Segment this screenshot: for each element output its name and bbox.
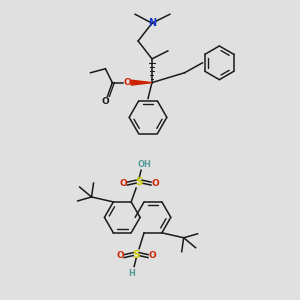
Text: O: O xyxy=(119,178,127,188)
Text: O: O xyxy=(101,97,109,106)
Text: OH: OH xyxy=(138,160,152,169)
Text: O: O xyxy=(123,78,131,87)
Text: H: H xyxy=(129,269,136,278)
Text: O: O xyxy=(151,178,159,188)
Polygon shape xyxy=(131,80,152,85)
Text: O: O xyxy=(148,251,156,260)
Text: N: N xyxy=(148,18,156,28)
Text: S: S xyxy=(135,177,143,187)
Text: O: O xyxy=(116,251,124,260)
Text: S: S xyxy=(132,250,140,260)
